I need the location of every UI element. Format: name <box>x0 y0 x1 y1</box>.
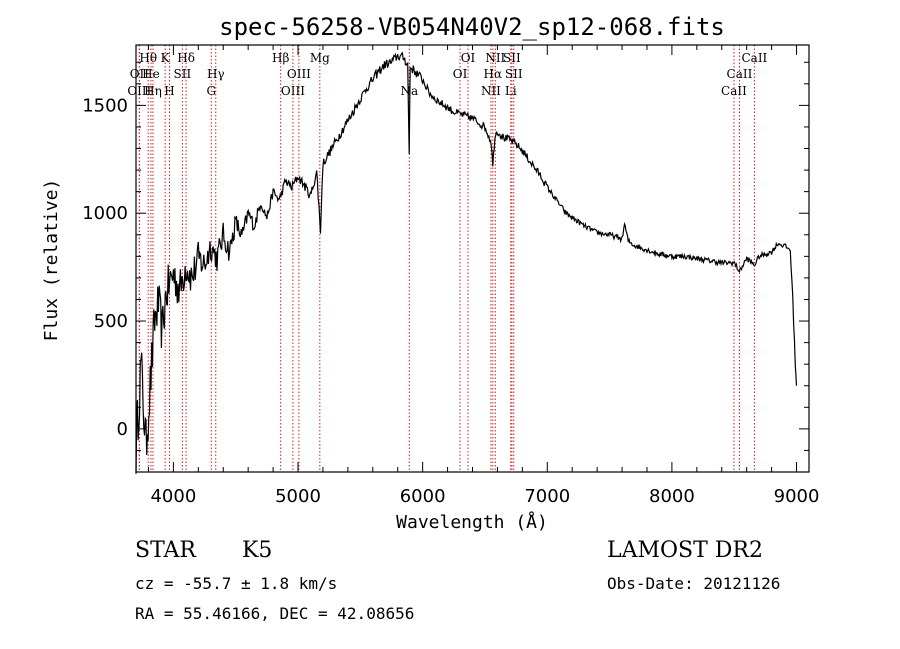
x-tick-label: 7000 <box>524 486 570 507</box>
spectral-line-label: NII <box>481 84 501 98</box>
spectral-line-label: OIII <box>127 84 151 98</box>
spectral-line-label: Na <box>400 84 418 98</box>
y-tick-label: 0 <box>117 419 128 440</box>
coordinates: RA = 55.46166, DEC = 42.08656 <box>135 604 415 623</box>
spectral-line-label: Mg <box>310 51 330 65</box>
spectral-line-label: OII <box>130 67 150 81</box>
x-axis-label: Wavelength (Å) <box>396 511 548 533</box>
spectral-line-label: Li <box>505 84 517 98</box>
x-tick-label: 8000 <box>649 486 695 507</box>
y-tick-label: 1500 <box>82 95 128 116</box>
x-tick-label: 9000 <box>774 486 820 507</box>
spectral-line-label: OIII <box>287 67 311 81</box>
spectral-line-label: SII <box>505 67 523 81</box>
spectral-line-label: OIII <box>281 84 305 98</box>
spectral-line-label: SII <box>174 67 192 81</box>
object-class: STAR <box>135 538 196 563</box>
spectral-line-label: OI <box>461 51 476 65</box>
spectral-line-label: G <box>206 84 216 98</box>
x-tick-label: 6000 <box>400 486 446 507</box>
y-axis-label: Flux (relative) <box>41 179 62 342</box>
x-tick-label: 5000 <box>275 486 321 507</box>
spectral-line-label: SII <box>503 51 521 65</box>
spectral-line-label: OI <box>453 67 468 81</box>
spectral-line-label: Hδ <box>177 51 195 65</box>
spectral-line-label: Hγ <box>207 67 225 81</box>
redshift-cz: cz = -55.7 ± 1.8 km/s <box>135 574 338 593</box>
spectral-line-label: K <box>161 51 171 65</box>
x-tick-label: 4000 <box>150 486 196 507</box>
y-tick-label: 500 <box>94 311 128 332</box>
spectral-line-label: Hβ <box>272 51 289 65</box>
spectral-line-label: Hα <box>484 67 503 81</box>
spectral-line-label: Hθ <box>139 51 157 65</box>
spectral-line-label: CaII <box>741 51 767 65</box>
chart-title: spec-56258-VB054N40V2_sp12-068.fits <box>219 13 725 41</box>
spectral-line-label: Hη <box>144 84 162 98</box>
spectral-line-label: CaII <box>721 84 747 98</box>
spectrum-line <box>135 51 798 474</box>
spectral-line-label: He <box>142 67 160 81</box>
spectral-line-label: CaII <box>727 67 753 81</box>
obs-date: Obs-Date: 20121126 <box>607 574 781 593</box>
y-tick-label: 1000 <box>82 203 128 224</box>
survey-name: LAMOST DR2 <box>607 538 763 563</box>
object-subclass: K5 <box>242 538 273 563</box>
spectral-line-label: NII <box>485 51 505 65</box>
spectral-line-label: H <box>164 84 174 98</box>
